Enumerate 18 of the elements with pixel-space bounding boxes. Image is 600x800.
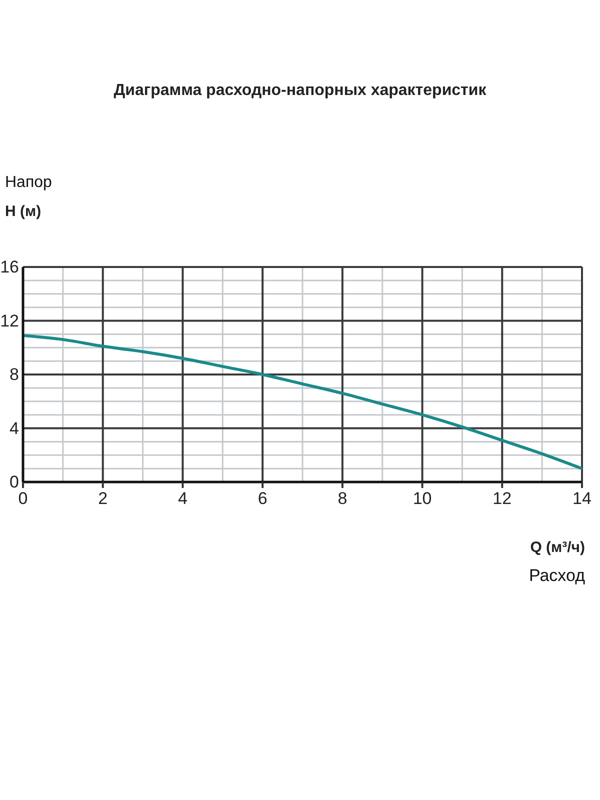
x-tick-label: 8 <box>338 489 348 508</box>
y-tick-label: 4 <box>10 418 19 438</box>
x-tick-label: 14 <box>572 489 592 508</box>
y-tick-label: 0 <box>10 472 19 492</box>
chart-title: Диаграмма расходно-напорных характеристик <box>112 82 488 100</box>
x-tick-label: 4 <box>178 489 188 508</box>
x-tick-label: 2 <box>98 489 108 508</box>
y-tick-label: 16 <box>0 258 19 276</box>
line-series <box>23 334 582 470</box>
y-tick-label: 8 <box>10 365 19 384</box>
x-tick-label: 6 <box>258 489 268 508</box>
y-tick-label: 12 <box>0 311 19 330</box>
text: Напор <box>5 174 52 192</box>
y-axis-title: H (м) <box>5 203 42 220</box>
x-tick-label: 10 <box>412 489 432 508</box>
text: Расход <box>528 566 585 586</box>
x-axis-title: Q (м³/ч) <box>530 539 585 556</box>
x-tick-label: 12 <box>492 489 512 508</box>
